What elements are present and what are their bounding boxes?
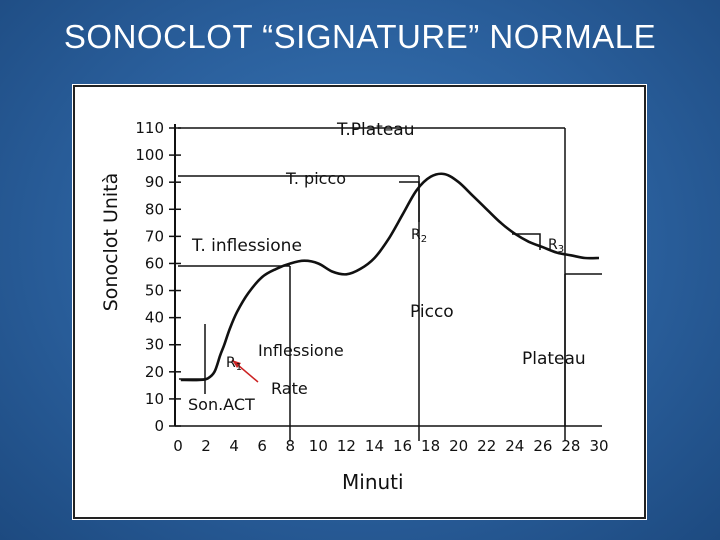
label-t-plateau: T.Plateau	[336, 120, 414, 140]
x-tick-label: 2	[201, 437, 211, 455]
x-tick-label: 28	[561, 437, 580, 455]
y-tick-label: 30	[145, 336, 164, 354]
x-tick-label: 24	[505, 437, 524, 455]
y-tick-label: 70	[145, 227, 164, 245]
label-t-inflessione: T. inflessione	[191, 236, 302, 256]
y-tick-label: 80	[145, 200, 164, 218]
label-r1: R1	[226, 355, 242, 373]
x-tick-label: 22	[477, 437, 496, 455]
label-inflessione: Inflessione	[258, 341, 344, 360]
label-plateau: Plateau	[522, 349, 586, 369]
y-tick-label: 20	[145, 363, 164, 381]
y-tick-labels: 0 10 20 30 40 50 60 70 80 90 100 110	[135, 119, 181, 435]
label-r3: R3	[548, 237, 564, 255]
x-tick-label: 14	[365, 437, 384, 455]
label-sonact: Son.ACT	[188, 395, 255, 414]
x-tick-labels: 0 2 4 6 8 10 12 14 16 18 20 22 24 26 28 30	[173, 437, 608, 455]
figure-frame	[73, 85, 646, 519]
x-tick-label: 16	[393, 437, 412, 455]
y-tick-label: 10	[145, 390, 164, 408]
y-tick-label: 100	[135, 146, 164, 164]
y-tick-label: 60	[145, 254, 164, 272]
label-picco: Picco	[410, 302, 454, 322]
slide-title: SONOCLOT “SIGNATURE” NORMALE	[63, 18, 657, 55]
x-tick-label: 6	[257, 437, 267, 455]
signature-curve	[180, 172, 600, 382]
x-tick-label: 30	[589, 437, 608, 455]
y-tick-label: 90	[145, 173, 164, 191]
label-t-picco: T. picco	[285, 169, 346, 188]
x-axis-label: Minuti	[342, 470, 404, 494]
x-tick-label: 8	[285, 437, 295, 455]
y-axis-label: Sonoclot Unità	[100, 173, 122, 312]
x-tick-label: 0	[173, 437, 183, 455]
y-tick-label: 40	[145, 309, 164, 327]
x-tick-label: 4	[229, 437, 239, 455]
x-tick-label: 10	[309, 437, 328, 455]
y-tick-label: 110	[135, 119, 164, 137]
r1-arrowhead	[232, 360, 241, 368]
x-tick-label: 18	[421, 437, 440, 455]
label-r2: R2	[411, 227, 427, 245]
r2-tangent	[399, 181, 420, 222]
y-tick-label: 0	[154, 417, 164, 435]
y-tick-label: 50	[145, 282, 164, 300]
x-tick-label: 12	[337, 437, 356, 455]
x-tick-label: 26	[533, 437, 552, 455]
chart-panel: 0 10 20 30 40 50 60 70 80 90 100 110 0 2 4 6 8 10 12 14 16 1…	[72, 84, 647, 520]
x-tick-label: 20	[449, 437, 468, 455]
r3-tangent	[512, 233, 541, 250]
label-rate: Rate	[271, 379, 308, 398]
